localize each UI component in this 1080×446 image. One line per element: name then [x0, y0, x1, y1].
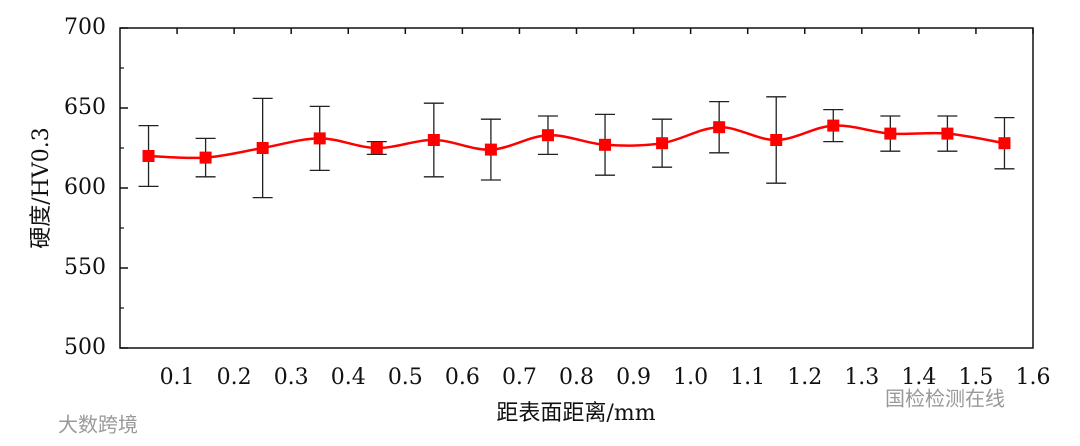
watermark: 国检检测在线	[885, 387, 1005, 411]
y-tick-label: 600	[64, 175, 106, 200]
x-tick-label: 0.3	[274, 365, 309, 390]
x-tick-label: 1.4	[901, 365, 936, 390]
x-tick-label: 1.2	[787, 365, 822, 390]
series-line	[148, 124, 1005, 160]
data-point	[142, 150, 155, 162]
data-point	[370, 142, 383, 154]
x-tick-label: 1.3	[844, 365, 879, 390]
y-tick-label: 700	[64, 15, 106, 40]
data-point	[656, 137, 669, 150]
y-axis-label: 硬度/HV0.3	[29, 127, 54, 248]
data-point	[484, 143, 497, 156]
plot-frame	[119, 27, 1034, 349]
data-point	[713, 121, 726, 134]
data-point	[427, 134, 440, 146]
data-point	[199, 151, 212, 164]
data-point	[313, 132, 326, 145]
x-tick-label: 1.1	[730, 365, 765, 390]
data-point	[541, 129, 554, 142]
watermark: 大数跨境	[58, 413, 138, 437]
data-point	[941, 127, 954, 140]
x-tick-label: 1.0	[673, 365, 708, 390]
data-point	[770, 134, 783, 146]
y-tick-label: 500	[64, 335, 106, 360]
x-tick-label: 0.1	[160, 365, 195, 390]
x-tick-label: 0.5	[388, 365, 423, 390]
x-tick-label: 0.6	[445, 365, 480, 390]
x-tick-label: 0.9	[616, 365, 651, 390]
data-point	[256, 142, 269, 154]
x-tick-label: 0.4	[331, 365, 366, 390]
y-tick-label: 650	[64, 95, 106, 120]
x-axis-label: 距表面距离/mm	[496, 401, 655, 426]
x-tick-label: 1.5	[958, 365, 993, 390]
data-point	[884, 127, 897, 140]
data-point	[599, 138, 612, 151]
data-point	[998, 137, 1011, 150]
data-point	[827, 119, 840, 132]
x-tick-label: 0.8	[559, 365, 594, 390]
y-tick-label: 550	[64, 255, 106, 280]
x-tick-label: 0.2	[217, 365, 252, 390]
x-tick-label: 0.7	[502, 365, 537, 390]
x-tick-label: 1.6	[1016, 365, 1051, 390]
